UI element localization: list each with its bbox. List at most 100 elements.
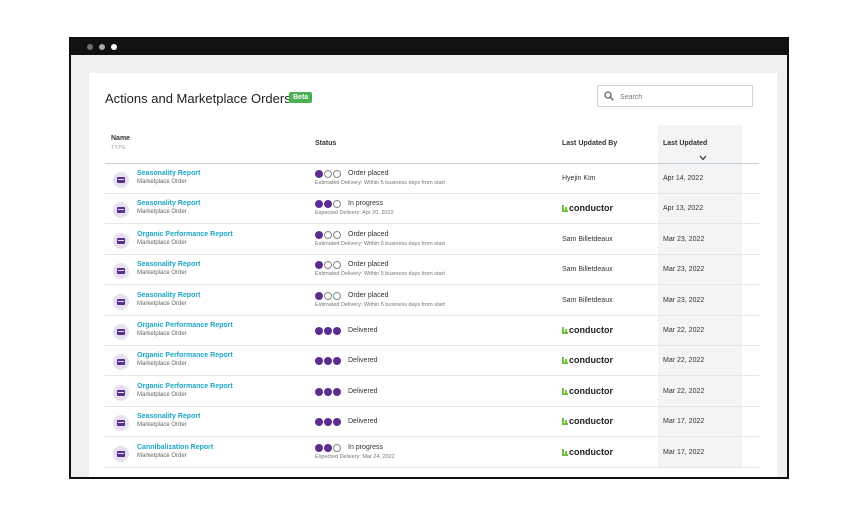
order-type: Marketplace Order [137,452,187,459]
sorted-column-shade [658,125,742,467]
report-name-link[interactable]: Seasonality Report [137,291,201,299]
progress-step-icon [333,230,341,239]
progress-step-icon [315,327,323,335]
order-type: Marketplace Order [137,239,187,246]
report-name-link[interactable]: Organic Performance Report [137,352,233,360]
search-icon [604,91,614,101]
last-updated-date: Mar 22, 2022 [663,357,705,365]
marketplace-order-icon [113,415,129,432]
progress-indicator [315,291,345,300]
progress-step-icon [324,327,332,335]
table-row[interactable]: Seasonality Report Marketplace Order In pr… [105,194,759,225]
table-row[interactable]: Organic Performance Report Marketplace Or… [105,346,759,377]
table-row[interactable]: Organic Performance Report Marketplace Or… [105,225,759,255]
window-minimize-dot[interactable] [99,44,105,50]
marketplace-order-icon [113,202,129,219]
window-maximize-dot[interactable] [111,44,117,50]
report-name-link[interactable]: Cannibalization Report [137,443,214,451]
page-title: Actions and Marketplace Orders [105,91,291,106]
progress-step-icon [324,170,332,178]
progress-step-icon [315,418,323,427]
conductor-logo: conductor [562,416,613,426]
report-name-link[interactable]: Seasonality Report [137,413,201,421]
report-name-link[interactable]: Organic Performance Report [137,230,233,238]
order-type: Marketplace Order [137,300,187,307]
order-type: Marketplace Order [137,179,187,185]
order-type: Marketplace Order [137,361,187,368]
status-text: Order placed [348,291,389,299]
conductor-logo: conductor [562,447,613,457]
updated-by-name: Sam Billetdeaux [562,266,613,274]
marketplace-order-icon [113,293,129,310]
search-box[interactable] [597,85,753,107]
progress-indicator [315,327,345,335]
column-header-last-updated[interactable]: Last Updated [663,140,708,147]
conductor-logo-text: conductor [569,203,613,214]
progress-step-icon [333,443,341,452]
updated-by-name: Sam Billetdeaux [562,235,613,243]
marketplace-order-icon [113,445,129,462]
progress-indicator [315,357,345,366]
conductor-logo-mark-icon [562,418,568,426]
marketplace-order-icon [113,324,129,340]
table-row[interactable]: Cannibalization Report Marketplace Order I… [105,438,759,468]
report-name-link[interactable]: Organic Performance Report [137,322,233,329]
status-text: Delivered [348,387,378,395]
conductor-logo-mark-icon [562,387,568,395]
status-text: Order placed [348,261,389,269]
progress-step-icon [333,291,341,300]
progress-step-icon [333,387,341,396]
table-row[interactable]: Seasonality Report Marketplace Order Order… [105,255,759,286]
order-type: Marketplace Order [137,331,187,337]
table-row[interactable]: Seasonality Report Marketplace Order Order… [105,286,759,316]
order-type: Marketplace Order [137,391,187,398]
report-name-link[interactable]: Organic Performance Report [137,382,233,390]
table-row[interactable]: Organic Performance Report Marketplace Or… [105,377,759,407]
table-row[interactable]: Seasonality Report Marketplace Order Order… [105,164,759,194]
conductor-logo: conductor [562,386,613,396]
column-header-last-updated-by[interactable]: Last Updated By [562,140,618,147]
progress-indicator [315,200,345,209]
table-row[interactable]: Seasonality Report Marketplace Order Deliv… [105,407,759,438]
title-bar [71,39,787,55]
last-updated-date: Apr 14, 2022 [663,175,704,182]
delivery-estimate: Estimated Delivery: Within 5 business da… [315,180,445,186]
updated-by-name: Hyejin Kim [562,175,596,182]
progress-step-icon [315,387,323,396]
marketplace-order-icon [113,354,129,371]
progress-indicator [315,261,345,270]
column-header-name[interactable]: Name [111,135,131,142]
conductor-logo-text: conductor [569,416,613,427]
report-name-link[interactable]: Seasonality Report [137,200,201,208]
status-text: Order placed [348,170,389,177]
marketplace-order-icon [113,172,129,188]
progress-step-icon [333,261,341,270]
progress-step-icon [333,170,341,178]
progress-step-icon [324,443,332,452]
progress-step-icon [324,387,332,396]
progress-step-icon [333,327,341,335]
window-close-dot[interactable] [87,44,93,50]
conductor-logo-mark-icon [562,448,568,456]
marketplace-order-icon [113,384,129,401]
last-updated-date: Apr 13, 2022 [663,205,704,213]
delivery-estimate: Estimated Delivery: Within 5 business da… [315,301,445,308]
header-divider [105,163,759,164]
report-name-link[interactable]: Seasonality Report [137,261,201,269]
delivery-estimate: Expected Delivery: Apr 20, 2022 [315,210,394,217]
progress-step-icon [333,357,341,366]
last-updated-date: Mar 23, 2022 [663,235,705,243]
progress-step-icon [315,357,323,366]
status-text: Delivered [348,418,378,426]
report-name-link[interactable]: Seasonality Report [137,170,201,177]
search-input[interactable] [618,88,752,106]
column-header-status[interactable]: Status [315,140,337,147]
conductor-logo: conductor [562,325,613,335]
progress-step-icon [324,261,332,270]
conductor-logo-text: conductor [569,355,613,366]
table-row[interactable]: Organic Performance Report Marketplace Or… [105,316,759,346]
chevron-down-icon[interactable] [699,155,707,161]
progress-step-icon [333,418,341,427]
progress-step-icon [315,200,323,209]
status-text: In progress [348,200,384,208]
